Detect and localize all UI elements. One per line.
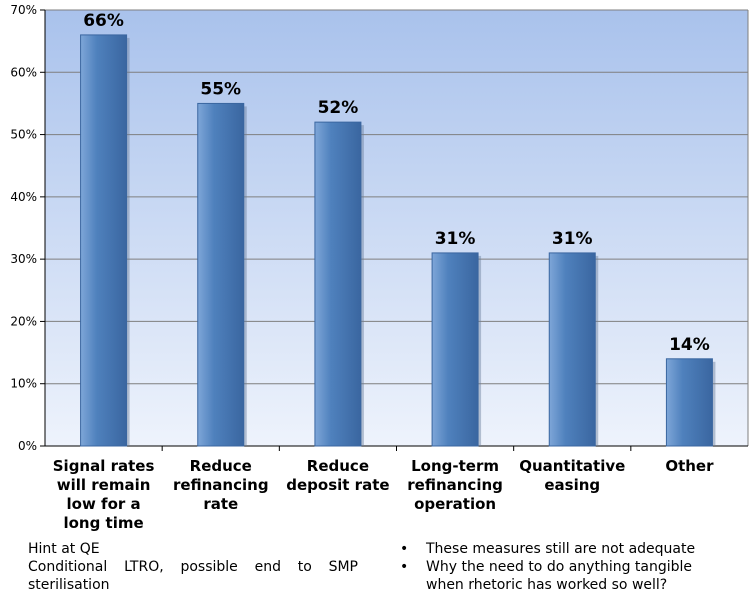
note-line: when rhetoric has worked so well? [426, 577, 668, 593]
data-label: 52% [318, 98, 359, 118]
notes-right-column: • These measures still are not adequate … [398, 540, 750, 594]
bar [80, 34, 128, 447]
bar [665, 358, 713, 447]
note-sterilisation: sterilisation [28, 577, 110, 593]
plot-area [45, 10, 748, 446]
x-tick-label: operation [414, 495, 496, 513]
x-tick-label: deposit rate [286, 476, 389, 494]
x-tick-label: low for a [67, 495, 141, 513]
x-tick-label: Other [665, 457, 714, 475]
note-hint-qe: Hint at QE [28, 541, 100, 557]
note-word: possible [180, 559, 238, 575]
x-tick-label: will remain [57, 476, 151, 494]
note-word: SMP [328, 559, 358, 575]
note-line: These measures still are not adequate [426, 541, 696, 557]
note-bullet-item: • Why the need to do anything tangible w… [398, 558, 750, 594]
y-tick-label: 50% [10, 128, 37, 142]
data-label: 31% [552, 229, 593, 249]
data-label: 66% [83, 11, 124, 31]
note-line: Why the need to do anything tangible [426, 559, 693, 575]
y-tick-label: 10% [10, 377, 37, 391]
bullet-icon: • [400, 559, 409, 575]
x-tick-label: rate [203, 495, 238, 513]
data-label: 31% [435, 229, 476, 249]
bar [197, 102, 245, 447]
y-tick-label: 60% [10, 65, 37, 79]
note-word: Conditional [28, 559, 108, 575]
bar [431, 252, 479, 447]
bar [314, 121, 362, 447]
note-word: end [254, 559, 281, 575]
notes-section: Hint at QE Conditional LTRO, possible end to… [0, 540, 753, 598]
y-tick-label: 70% [10, 3, 37, 17]
note-word: LTRO, [124, 559, 164, 575]
data-label: 14% [669, 335, 710, 355]
note-bullet-item: • These measures still are not adequate [398, 540, 750, 558]
x-tick-label: Reduce [190, 457, 252, 475]
y-tick-label: 20% [10, 314, 37, 328]
x-tick-label: Long-term [411, 457, 499, 475]
y-tick-label: 30% [10, 252, 37, 266]
x-tick-label: refinancing [173, 476, 269, 494]
x-tick-label: Signal rates [53, 457, 155, 475]
note-word: to [297, 559, 312, 575]
x-tick-label: Reduce [307, 457, 369, 475]
notes-left-column: Hint at QE Conditional LTRO, possible end to… [28, 540, 358, 594]
bullet-icon: • [400, 541, 409, 557]
x-tick-label: easing [544, 476, 600, 494]
x-tick-label: Quantitative [519, 457, 625, 475]
x-tick-label: long time [63, 514, 143, 532]
data-label: 55% [200, 79, 241, 99]
y-tick-label: 0% [18, 439, 37, 453]
bar-chart: 0% 10% 20% 30% 40% 50% 60% 70% 66% Signal ratesw… [10, 3, 749, 532]
y-tick-label: 40% [10, 190, 37, 204]
bar [548, 252, 596, 447]
x-tick-label: refinancing [407, 476, 503, 494]
note-conditional-ltro: Conditional LTRO, possible end to SMP [28, 558, 358, 576]
